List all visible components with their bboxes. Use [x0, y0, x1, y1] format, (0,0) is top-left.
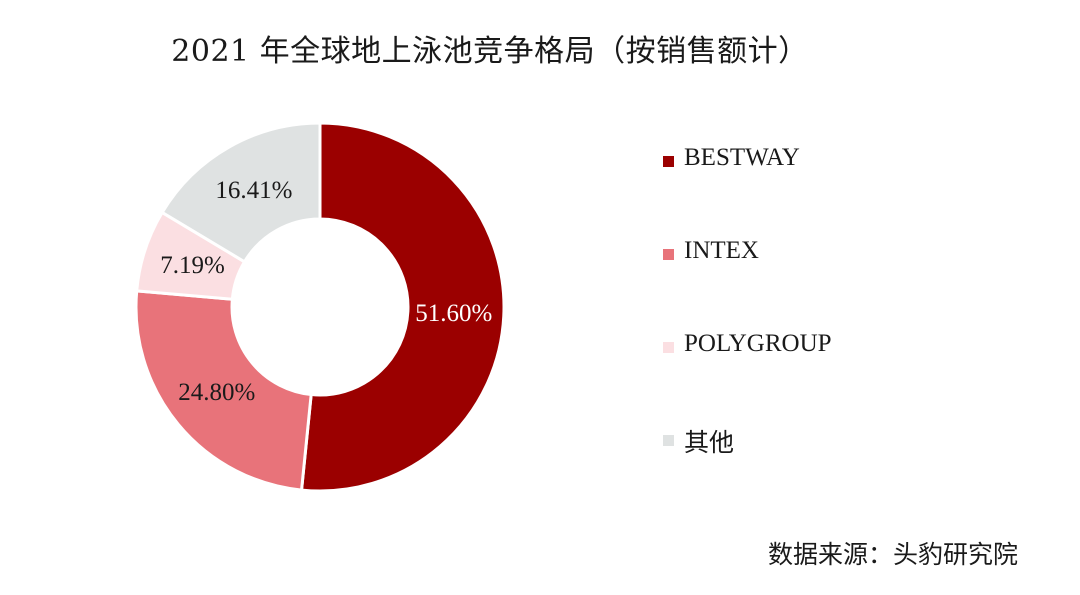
chart-legend: BESTWAY INTEX POLYGROUP 其他: [663, 140, 963, 512]
slice-value-label: 24.80%: [178, 379, 255, 406]
slice-value-label: 16.41%: [215, 177, 292, 204]
data-source-note: 数据来源：头豹研究院: [767, 540, 1018, 569]
donut-slice-1: [299, 121, 506, 493]
legend-item-bestway: BESTWAY: [663, 140, 963, 233]
slice-value-label: 7.19%: [160, 252, 225, 279]
legend-label: 其他: [684, 430, 735, 457]
donut-slice-4: [160, 121, 322, 264]
legend-label: BESTWAY: [684, 144, 800, 171]
donut-slice-2: [134, 289, 313, 492]
legend-swatch: [663, 342, 674, 353]
legend-swatch: [663, 435, 674, 446]
legend-swatch: [663, 249, 674, 260]
legend-item-polygroup: POLYGROUP: [663, 326, 963, 419]
legend-item-other: 其他: [663, 419, 963, 512]
legend-label: POLYGROUP: [684, 330, 832, 357]
legend-item-intex: INTEX: [663, 233, 963, 326]
slice-value-label: 51.60%: [415, 300, 492, 327]
chart-title: 2021 年全球地上泳池竞争格局（按销售额计）: [171, 34, 809, 69]
legend-swatch: [663, 156, 674, 167]
legend-label: INTEX: [684, 237, 759, 264]
